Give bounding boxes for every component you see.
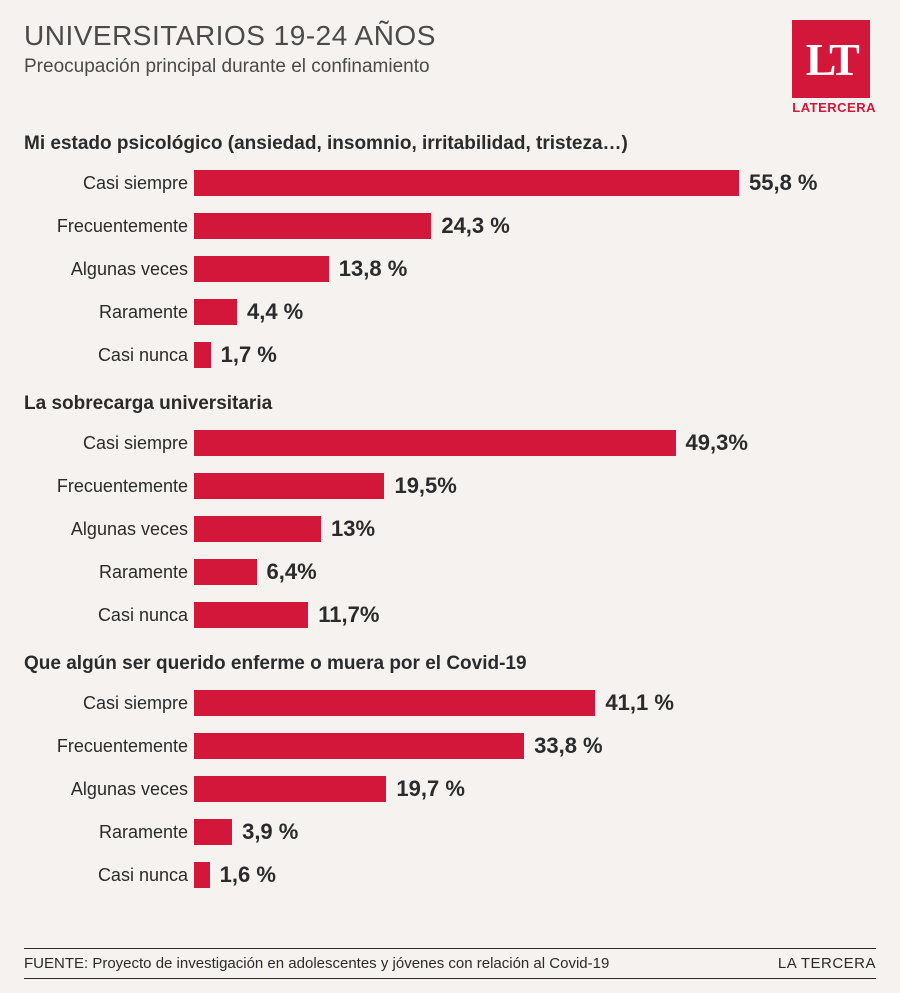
bar-row: Casi nunca 11,7% <box>24 599 876 631</box>
bar-row: Casi nunca 1,7 % <box>24 339 876 371</box>
bar-value: 41,1 % <box>605 690 674 716</box>
bar-zone: 6,4% <box>194 559 876 585</box>
bar-row: Raramente 6,4% <box>24 556 876 588</box>
bar-value: 13,8 % <box>339 256 408 282</box>
bar-label: Algunas veces <box>24 519 194 540</box>
bar-value: 55,8 % <box>749 170 818 196</box>
bar-value: 49,3% <box>686 430 748 456</box>
bar-label: Casi siempre <box>24 173 194 194</box>
bar-label: Casi siempre <box>24 693 194 714</box>
bar <box>194 862 210 888</box>
bar-label: Casi nunca <box>24 345 194 366</box>
bar-value: 24,3 % <box>441 213 510 239</box>
group-title: Mi estado psicológico (ansiedad, insomni… <box>24 133 876 155</box>
bar-zone: 49,3% <box>194 430 876 456</box>
footer-source: FUENTE: Proyecto de investigación en ado… <box>24 955 609 972</box>
bar-value: 4,4 % <box>247 299 303 325</box>
bar-value: 1,7 % <box>221 342 277 368</box>
bar-zone: 13,8 % <box>194 256 876 282</box>
bar <box>194 473 384 499</box>
page-title: UNIVERSITARIOS 19-24 AÑOS <box>24 20 792 52</box>
bar-label: Raramente <box>24 822 194 843</box>
title-block: UNIVERSITARIOS 19-24 AÑOS Preocupación p… <box>24 20 792 78</box>
bar-zone: 24,3 % <box>194 213 876 239</box>
bar-label: Algunas veces <box>24 779 194 800</box>
bar-label: Algunas veces <box>24 259 194 280</box>
bar-row: Frecuentemente 24,3 % <box>24 210 876 242</box>
bar <box>194 256 329 282</box>
bar-zone: 11,7% <box>194 602 876 628</box>
bar-row: Raramente 3,9 % <box>24 816 876 848</box>
bar-value: 6,4% <box>267 559 317 585</box>
bar <box>194 170 739 196</box>
bar-label: Raramente <box>24 562 194 583</box>
bar-zone: 4,4 % <box>194 299 876 325</box>
bar <box>194 819 232 845</box>
logo: LT LATERCERA <box>792 20 876 115</box>
bar-label: Casi nunca <box>24 865 194 886</box>
bar-value: 1,6 % <box>220 862 276 888</box>
bar <box>194 430 676 456</box>
bar <box>194 776 386 802</box>
bar-value: 13% <box>331 516 375 542</box>
bar-value: 19,7 % <box>396 776 465 802</box>
bar-zone: 19,7 % <box>194 776 876 802</box>
bar <box>194 299 237 325</box>
bar-row: Frecuentemente 19,5% <box>24 470 876 502</box>
bar-row: Casi nunca 1,6 % <box>24 859 876 891</box>
bar-row: Casi siempre 55,8 % <box>24 167 876 199</box>
footer: FUENTE: Proyecto de investigación en ado… <box>24 948 876 979</box>
bar <box>194 602 308 628</box>
page-subtitle: Preocupación principal durante el confin… <box>24 56 792 78</box>
chart-groups: Mi estado psicológico (ansiedad, insomni… <box>24 133 876 891</box>
bar-value: 33,8 % <box>534 733 603 759</box>
bar <box>194 559 257 585</box>
bar-value: 11,7% <box>318 602 379 628</box>
bar-zone: 55,8 % <box>194 170 876 196</box>
bar-zone: 41,1 % <box>194 690 876 716</box>
bar <box>194 516 321 542</box>
bar-value: 3,9 % <box>242 819 298 845</box>
bar-zone: 1,7 % <box>194 342 876 368</box>
bar-zone: 19,5% <box>194 473 876 499</box>
bar-value: 19,5% <box>394 473 456 499</box>
bar-row: Algunas veces 19,7 % <box>24 773 876 805</box>
bar-row: Frecuentemente 33,8 % <box>24 730 876 762</box>
bar-zone: 1,6 % <box>194 862 876 888</box>
bar-label: Frecuentemente <box>24 736 194 757</box>
bar-label: Casi nunca <box>24 605 194 626</box>
bar-label: Casi siempre <box>24 433 194 454</box>
bar-row: Algunas veces 13% <box>24 513 876 545</box>
bar-row: Algunas veces 13,8 % <box>24 253 876 285</box>
bar-row: Raramente 4,4 % <box>24 296 876 328</box>
bar-zone: 3,9 % <box>194 819 876 845</box>
bar <box>194 342 211 368</box>
logo-subtext: LATERCERA <box>792 100 876 115</box>
footer-brand: LA TERCERA <box>778 955 876 972</box>
bar-label: Frecuentemente <box>24 476 194 497</box>
header: UNIVERSITARIOS 19-24 AÑOS Preocupación p… <box>24 20 876 115</box>
logo-box: LT <box>792 20 870 98</box>
group-title: Que algún ser querido enferme o muera po… <box>24 653 876 675</box>
bar <box>194 213 431 239</box>
group-title: La sobrecarga universitaria <box>24 393 876 415</box>
bar <box>194 690 595 716</box>
bar-row: Casi siempre 41,1 % <box>24 687 876 719</box>
bar-zone: 13% <box>194 516 876 542</box>
bar <box>194 733 524 759</box>
bar-zone: 33,8 % <box>194 733 876 759</box>
infographic-page: UNIVERSITARIOS 19-24 AÑOS Preocupación p… <box>0 0 900 993</box>
bar-label: Frecuentemente <box>24 216 194 237</box>
bar-row: Casi siempre 49,3% <box>24 427 876 459</box>
chart-group: Que algún ser querido enferme o muera po… <box>24 653 876 891</box>
bar-label: Raramente <box>24 302 194 323</box>
chart-group: La sobrecarga universitaria Casi siempre 4… <box>24 393 876 631</box>
chart-group: Mi estado psicológico (ansiedad, insomni… <box>24 133 876 371</box>
